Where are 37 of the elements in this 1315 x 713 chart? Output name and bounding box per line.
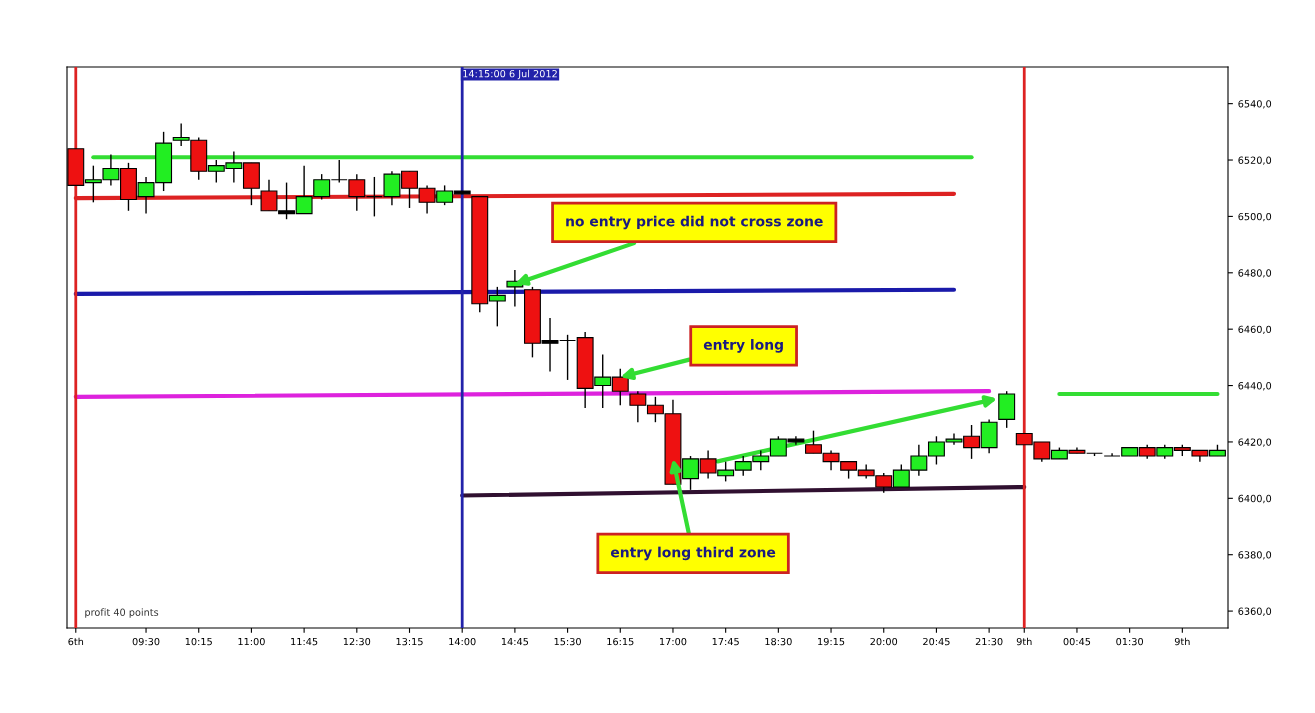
x-tick-label: 15:30 xyxy=(554,637,581,646)
x-tick-label: 18:30 xyxy=(765,637,792,646)
y-tick-label: 6500,0 xyxy=(1238,212,1272,222)
annotation: entry long xyxy=(703,339,783,353)
y-tick-label: 6360,0 xyxy=(1238,607,1272,616)
x-tick-label: 13:15 xyxy=(396,637,423,646)
y-tick-label: 6480,0 xyxy=(1238,269,1272,278)
y-tick-label: 6400,0 xyxy=(1238,494,1272,504)
y-tick-label: 6460,0 xyxy=(1238,325,1272,334)
x-tick-label: 14:45 xyxy=(501,638,529,646)
x-tick-label: 17:45 xyxy=(712,638,739,646)
x-tick-label: 19:15 xyxy=(818,637,845,646)
annotation: no entry price did not cross zone xyxy=(566,215,823,230)
x-tick-label: 11:45 xyxy=(291,638,318,646)
x-tick-label: 09:30 xyxy=(132,637,160,646)
x-tick-label: 00:45 xyxy=(1063,637,1091,646)
x-tick-label: 12:30 xyxy=(343,637,371,646)
x-tick-label: 16:15 xyxy=(607,637,634,646)
ref-line-label: 14:15:00 6 Jul 2012 xyxy=(463,69,557,80)
annotation: profit 40 points xyxy=(85,608,159,618)
y-tick-label: 6520,0 xyxy=(1238,156,1272,165)
x-tick-label: 20:45 xyxy=(923,637,950,646)
y-tick-label: 6440,0 xyxy=(1238,382,1272,391)
x-tick-label: 14:00 xyxy=(449,637,476,646)
x-tick-label: 9th xyxy=(1016,637,1032,646)
x-tick-label: 6th xyxy=(68,637,84,646)
y-tick-label: 6380,0 xyxy=(1238,551,1272,560)
x-tick-label: 20:00 xyxy=(870,637,898,646)
x-tick-label: 21:30 xyxy=(975,637,1003,646)
x-tick-label: 11:00 xyxy=(238,637,265,646)
y-tick-label: 6420,0 xyxy=(1238,438,1272,447)
annotation: entry long third zone xyxy=(610,546,776,561)
x-tick-label: 9th xyxy=(1174,637,1190,646)
y-tick-label: 6540,0 xyxy=(1238,100,1272,109)
x-tick-label: 01:30 xyxy=(1116,637,1143,646)
x-tick-label: 17:00 xyxy=(660,637,687,646)
x-tick-label: 10:15 xyxy=(185,637,212,646)
